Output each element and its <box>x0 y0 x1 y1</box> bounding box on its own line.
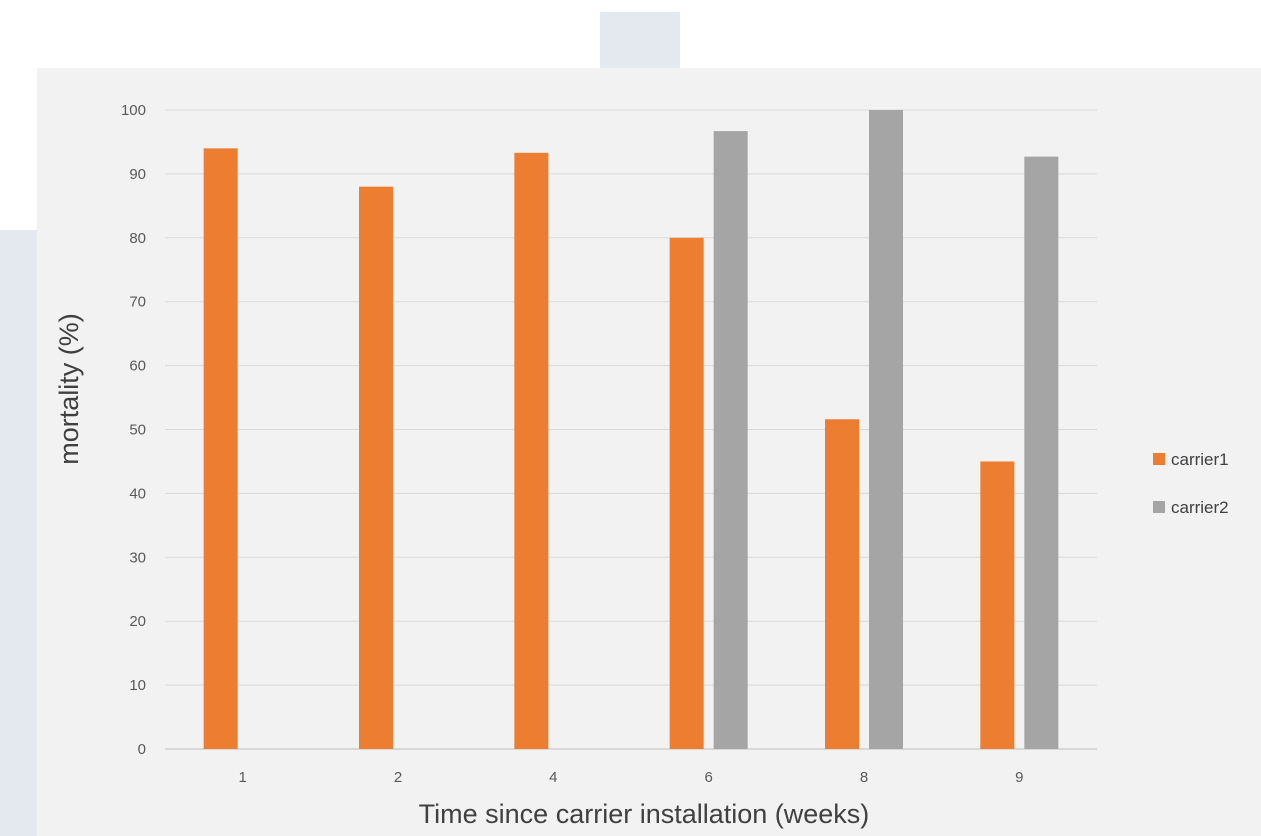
x-tick-label: 6 <box>704 769 712 786</box>
bar-carrier1-1 <box>203 148 238 750</box>
bar-carrier2-9 <box>1024 156 1059 750</box>
y-axis-ticks: 0 10 20 30 40 50 60 70 80 90 100 <box>121 102 146 758</box>
legend-label-carrier2: carrier2 <box>1171 498 1229 517</box>
x-tick-label: 9 <box>1015 769 1023 786</box>
bar-carrier2-6 <box>713 131 748 749</box>
x-tick-label: 1 <box>238 769 246 786</box>
bar-carrier1-2 <box>359 186 393 749</box>
background-decoration-top <box>600 12 680 68</box>
y-tick-label: 100 <box>121 102 146 119</box>
x-tick-label: 8 <box>860 769 868 786</box>
legend: carrier1 carrier2 <box>1153 450 1229 517</box>
x-axis-title: Time since carrier installation (weeks) <box>419 799 870 829</box>
legend-swatch-carrier2 <box>1153 501 1165 513</box>
y-tick-label: 20 <box>129 613 146 630</box>
y-tick-label: 30 <box>129 549 146 566</box>
x-axis-ticks: 1 2 4 6 8 9 <box>238 769 1023 786</box>
bar-carrier1-9 <box>980 461 1015 749</box>
y-tick-label: 60 <box>129 358 146 375</box>
y-tick-label: 50 <box>129 422 146 439</box>
gridlines <box>165 109 1097 750</box>
x-tick-label: 2 <box>394 769 402 786</box>
x-tick-label: 4 <box>549 769 557 786</box>
y-tick-label: 10 <box>129 677 146 694</box>
y-tick-label: 90 <box>129 166 146 183</box>
bars <box>203 110 1059 750</box>
legend-label-carrier1: carrier1 <box>1171 450 1229 469</box>
y-tick-label: 80 <box>129 230 146 247</box>
y-tick-label: 40 <box>129 485 146 502</box>
bar-carrier1-8 <box>825 419 859 749</box>
y-tick-label: 0 <box>138 741 146 758</box>
bar-carrier2-8 <box>869 110 903 749</box>
bar-carrier1-6 <box>669 237 704 750</box>
bar-carrier1-4 <box>514 152 549 750</box>
legend-swatch-carrier1 <box>1153 453 1165 465</box>
y-axis-title: mortality (%) <box>54 313 84 465</box>
y-tick-label: 70 <box>129 294 146 311</box>
background-decoration-left <box>0 230 37 836</box>
